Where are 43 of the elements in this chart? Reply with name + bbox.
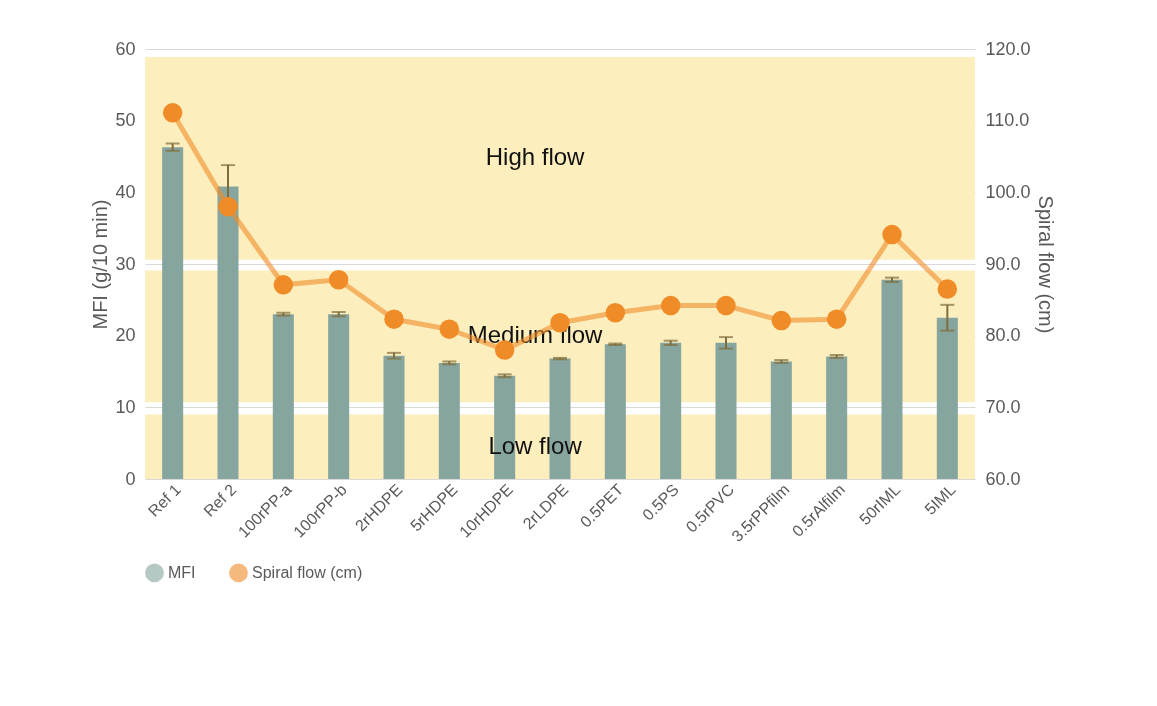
legend-label: Spiral flow (cm)	[252, 563, 363, 581]
point	[660, 295, 681, 316]
point	[384, 309, 404, 329]
point	[273, 275, 294, 295]
y-tick-label: 20	[115, 325, 136, 346]
point	[826, 309, 847, 329]
point	[716, 295, 736, 316]
bar	[438, 362, 460, 479]
y-tick-label: 40	[115, 181, 136, 202]
bar	[936, 317, 958, 479]
y-axis-title: MFI (g/10 min)	[89, 199, 112, 330]
y2-tick-label: 90.0	[985, 253, 1021, 274]
legend-label: MFI	[168, 563, 196, 581]
bar	[826, 356, 848, 479]
x-tick-label: Ref 1	[144, 480, 185, 520]
point	[328, 270, 349, 290]
band-label: Low flow	[488, 431, 583, 459]
band-label: High flow	[485, 143, 586, 171]
bar	[272, 314, 294, 479]
point	[937, 279, 958, 299]
x-tick-label: Ref 2	[200, 480, 240, 520]
y2-axis-title: Spiral flow (cm)	[1034, 195, 1057, 334]
y-tick-label: 50	[115, 110, 136, 131]
bar	[217, 186, 239, 479]
y2-tick-label: 60.0	[985, 468, 1021, 489]
bar	[604, 344, 626, 479]
y2-tick-label: 100.0	[985, 181, 1031, 202]
y-tick-label: 60	[115, 38, 136, 59]
y2-tick-label: 110.0	[985, 110, 1030, 131]
y2-tick-label: 80.0	[985, 325, 1021, 346]
y-tick-label: 10	[115, 396, 136, 417]
point	[162, 103, 183, 123]
y-tick-label: 0	[125, 468, 136, 489]
y2-tick-label: 70.0	[985, 396, 1021, 417]
point	[605, 303, 626, 323]
bar	[715, 342, 737, 479]
point	[439, 319, 460, 339]
point	[882, 224, 902, 245]
bar	[770, 361, 792, 479]
y-tick-label: 30	[115, 253, 136, 274]
y2-tick-label: 120.0	[985, 38, 1031, 59]
point	[218, 196, 238, 217]
point	[771, 310, 792, 331]
